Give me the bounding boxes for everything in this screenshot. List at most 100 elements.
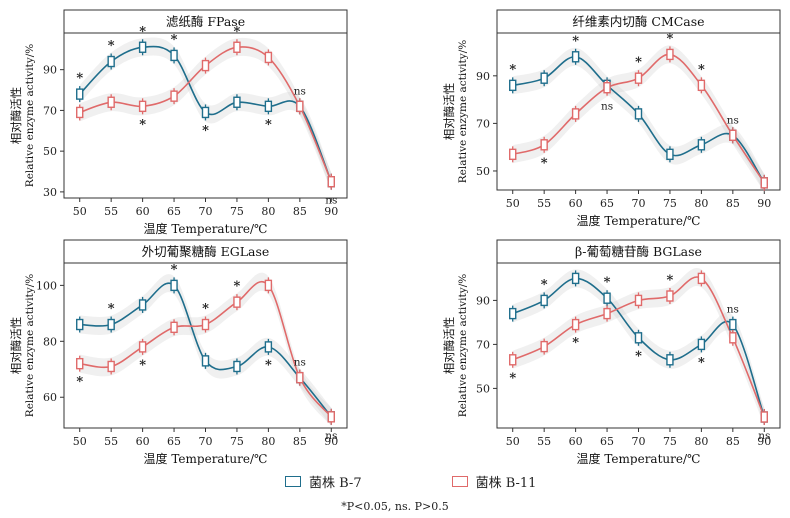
x-tick-label: 85 bbox=[726, 197, 740, 210]
x-tick-label: 55 bbox=[104, 435, 118, 448]
panel-title: 外切葡聚糖酶 EGLase bbox=[142, 244, 270, 259]
box-marker-b11 bbox=[233, 41, 241, 53]
chart-panel-1: 滤纸酶 FPase 30 50 70 90 50 55 60 65 70 75 80 85 90 温度 Te… bbox=[9, 9, 348, 236]
box-marker-b7 bbox=[666, 354, 674, 366]
box-marker-b7 bbox=[540, 72, 548, 84]
x-tick-label: 70 bbox=[199, 435, 213, 448]
box-marker-b7 bbox=[634, 332, 643, 344]
significance-mark: * bbox=[572, 34, 579, 49]
chart-panel-4: β-葡萄糖苷酶 BGLase 50 70 90 50 55 60 65 70 75 80 85 90 温度… bbox=[442, 239, 781, 465]
box-marker-b11 bbox=[697, 79, 706, 92]
box-marker-b7 bbox=[138, 299, 147, 311]
confidence-band-b11 bbox=[79, 272, 332, 426]
box-marker-b7 bbox=[571, 272, 580, 285]
box-marker-b11 bbox=[327, 176, 335, 188]
x-tick-label: 80 bbox=[261, 435, 275, 448]
box-marker-b11 bbox=[296, 100, 304, 113]
legend: 菌株 B-7 菌株 B-11 bbox=[285, 472, 626, 491]
significance-mark: * bbox=[541, 156, 548, 171]
box-marker-b7 bbox=[603, 292, 611, 304]
box-marker-b11 bbox=[666, 290, 674, 302]
box-marker-b7 bbox=[233, 360, 241, 373]
box-marker-b7 bbox=[729, 318, 737, 331]
y-tick-label: 90 bbox=[43, 64, 57, 77]
significance-mark: * bbox=[509, 371, 516, 386]
significance-mark: * bbox=[572, 336, 579, 351]
x-tick-label: 85 bbox=[293, 205, 307, 218]
x-tick-label: 60 bbox=[569, 197, 583, 210]
box-marker-b7 bbox=[76, 88, 84, 100]
y-tick-label: 50 bbox=[43, 145, 57, 158]
significance-mark: ns bbox=[758, 430, 770, 442]
x-tick-label: 80 bbox=[694, 435, 708, 448]
box-marker-b7 bbox=[571, 51, 580, 63]
significance-mark: * bbox=[667, 31, 674, 46]
y-tick-label: 60 bbox=[43, 391, 57, 404]
x-tick-label: 75 bbox=[230, 435, 244, 448]
box-marker-b11 bbox=[76, 106, 84, 119]
box-marker-b11 bbox=[540, 139, 548, 151]
significance-mark: ns bbox=[727, 114, 739, 126]
x-tick-label: 55 bbox=[104, 205, 118, 218]
box-marker-b11 bbox=[634, 294, 643, 307]
box-marker-b7 bbox=[540, 294, 548, 307]
box-marker-b7 bbox=[697, 338, 706, 351]
panel-title: 滤纸酶 FPase bbox=[166, 14, 245, 29]
x-tick-label: 50 bbox=[506, 435, 520, 448]
significance-mark: ns bbox=[601, 101, 613, 113]
box-marker-b11 bbox=[729, 129, 737, 141]
x-tick-label: 75 bbox=[230, 205, 244, 218]
box-marker-b11 bbox=[76, 357, 84, 370]
legend-item-b11: 菌株 B-11 bbox=[451, 472, 536, 491]
significance-mark: * bbox=[698, 62, 705, 77]
y-tick-label: 30 bbox=[43, 186, 57, 199]
panel-title: 纤维素内切酶 CMCase bbox=[572, 14, 704, 29]
x-tick-label: 60 bbox=[136, 205, 150, 218]
x-axis-label: 温度 Temperature/℃ bbox=[577, 213, 701, 228]
box-marker-b7 bbox=[666, 148, 674, 161]
significance-mark: * bbox=[604, 275, 611, 290]
box-marker-b7 bbox=[509, 79, 517, 92]
box-marker-b11 bbox=[264, 51, 273, 64]
significance-mark: * bbox=[234, 279, 241, 294]
x-tick-label: 85 bbox=[726, 435, 740, 448]
y-tick-label: 90 bbox=[476, 70, 490, 83]
significance-mark: * bbox=[202, 302, 209, 317]
box-marker-b11 bbox=[571, 318, 580, 331]
box-marker-b7 bbox=[76, 318, 84, 331]
box-marker-b11 bbox=[603, 307, 611, 320]
y-tick-label: 50 bbox=[476, 382, 490, 395]
significance-mark: * bbox=[108, 302, 115, 317]
box-marker-b7 bbox=[107, 55, 115, 68]
x-tick-label: 50 bbox=[73, 435, 87, 448]
significance-mark: ns bbox=[325, 195, 337, 207]
x-tick-label: 65 bbox=[167, 435, 181, 448]
x-tick-label: 75 bbox=[663, 435, 677, 448]
box-marker-b11 bbox=[107, 360, 115, 373]
x-tick-label: 50 bbox=[73, 205, 87, 218]
box-marker-b11 bbox=[509, 148, 517, 161]
box-marker-b11 bbox=[138, 100, 147, 113]
significance-mark: * bbox=[667, 273, 674, 288]
plot-area bbox=[63, 262, 348, 429]
x-tick-label: 90 bbox=[324, 435, 338, 448]
box-marker-b7 bbox=[697, 139, 706, 151]
box-marker-b11 bbox=[571, 108, 580, 120]
x-tick-label: 60 bbox=[136, 435, 150, 448]
box-marker-b11 bbox=[201, 59, 210, 72]
figure: 滤纸酶 FPase 30 50 70 90 50 55 60 65 70 75 80 85 90 温度 Te… bbox=[9, 9, 781, 465]
box-marker-b11 bbox=[760, 411, 768, 423]
x-axis-label: 温度 Temperature/℃ bbox=[144, 451, 268, 465]
x-tick-label: 50 bbox=[506, 197, 520, 210]
significance-mark: * bbox=[541, 277, 548, 292]
box-marker-b7 bbox=[170, 279, 178, 292]
box-marker-b7 bbox=[107, 318, 115, 331]
x-tick-label: 70 bbox=[632, 435, 646, 448]
box-marker-b11 bbox=[729, 332, 737, 344]
significance-mark: * bbox=[76, 71, 83, 86]
box-marker-b11 bbox=[634, 72, 643, 84]
y-axis-label-cn: 相对酶活性 bbox=[9, 317, 23, 375]
y-axis-label-en: Relative enzyme activity/% bbox=[24, 44, 36, 187]
x-axis-label: 温度 Temperature/℃ bbox=[144, 221, 268, 236]
y-axis-label-cn: 相对酶活性 bbox=[9, 87, 23, 145]
